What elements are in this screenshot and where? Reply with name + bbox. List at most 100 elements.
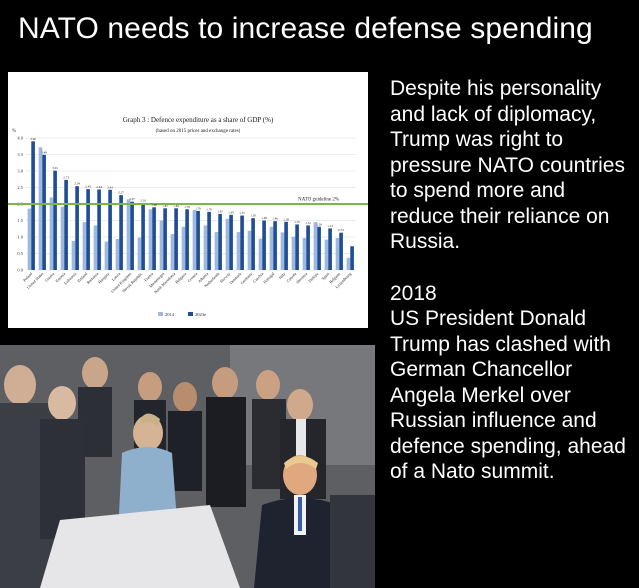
value-label: 1.70 <box>206 207 212 211</box>
bar-2023e <box>350 246 354 270</box>
legend-swatch-2023e <box>188 312 193 316</box>
value-label: 1.57 <box>239 211 245 215</box>
bar-2023e <box>75 186 79 270</box>
commentary-year: 2018 <box>390 281 437 305</box>
bar-2023e <box>295 224 299 270</box>
chart-svg: Graph 3 : Defence expenditure as a share… <box>8 116 368 317</box>
category-label: Latvia <box>111 271 122 282</box>
value-label: 1.90 <box>151 203 157 207</box>
bar-2014 <box>148 209 153 270</box>
value-label: 2.54 <box>74 182 80 186</box>
y-tick-label: 3.0 <box>17 169 23 174</box>
bar-2014 <box>346 257 351 270</box>
value-label: 2.73 <box>63 175 69 179</box>
value-label: 2.45 <box>85 185 91 189</box>
category-label: Bulgaria <box>174 271 187 284</box>
chart-title: Graph 3 : Defence expenditure as a share… <box>123 116 274 124</box>
bar-2014 <box>60 206 65 270</box>
defence-expenditure-chart: Graph 3 : Defence expenditure as a share… <box>8 72 368 328</box>
value-label: 1.13 <box>327 224 333 228</box>
value-label: 1.46 <box>272 217 278 221</box>
value-label: 2.27 <box>118 191 124 195</box>
value-label: 1.35 <box>294 220 300 224</box>
category-label: Lithuania <box>63 271 78 286</box>
category-label: Portugal <box>262 271 276 285</box>
category-label: Poland <box>22 271 33 282</box>
bar-2014 <box>258 238 263 270</box>
value-label: 1.87 <box>162 204 168 208</box>
bar-2023e <box>251 218 255 270</box>
reference-line-layer: NATO guideline 2% <box>8 195 368 205</box>
value-label: 1.48 <box>261 216 267 220</box>
category-label: Greece <box>44 271 56 283</box>
bar-2023e <box>97 189 101 270</box>
bar-2014 <box>236 232 241 270</box>
value-label: 1.38 <box>283 217 289 221</box>
bar-2014 <box>82 222 87 270</box>
category-label: Germany <box>239 271 253 285</box>
bar-2023e <box>185 209 189 270</box>
bar-2014 <box>170 234 175 270</box>
y-tick-label: 1.0 <box>17 235 23 240</box>
bar-2014 <box>313 222 318 270</box>
bar-2023e <box>152 207 156 270</box>
legend-label-2014: 2014 <box>165 312 175 317</box>
value-label: 2.44 <box>96 185 102 189</box>
bar-2014 <box>181 226 186 270</box>
commentary-paragraph-1: Despite his personality and lack of dipl… <box>390 77 625 253</box>
bar-2023e <box>108 189 112 270</box>
bar-2014 <box>214 232 219 270</box>
bar-2014 <box>38 147 43 270</box>
bar-2023e <box>229 214 233 270</box>
bar-2023e <box>273 221 277 270</box>
category-label: Türkiye <box>307 271 320 284</box>
nato-guideline-label-bg <box>294 195 356 202</box>
commentary-text: Despite his personality and lack of dipl… <box>390 76 635 485</box>
bar-2023e <box>119 195 123 270</box>
y-tick-label: 3.5 <box>17 152 23 157</box>
bar-2023e <box>31 141 35 270</box>
y-tick-label: 2.5 <box>17 185 23 190</box>
bar-2023e <box>284 221 288 270</box>
bar-2023e <box>207 211 211 270</box>
bar-2014 <box>104 241 109 270</box>
value-label: 1.67 <box>217 209 223 213</box>
bar-2014 <box>247 230 252 270</box>
bar-2023e <box>163 208 167 270</box>
chart-legend: 2014 2023e <box>158 312 206 317</box>
bar-2023e <box>130 201 134 270</box>
bar-2014 <box>291 236 296 270</box>
bar-2023e <box>339 232 343 270</box>
bar-2023e <box>196 210 200 270</box>
category-label: Hungary <box>97 271 110 284</box>
value-label: 2.03 <box>140 199 146 203</box>
value-label: 1.31 <box>305 221 311 225</box>
bar-2014 <box>27 208 32 270</box>
value-label-layer: 3.90 3.49 3.01 2.73 2.54 2.45 2.44 2.43 2.27 2.07… <box>30 137 344 232</box>
bar-2014 <box>192 209 197 270</box>
category-label: Spain <box>320 271 330 281</box>
nato-guideline-label: NATO guideline 2% <box>298 198 339 203</box>
y-tick-label: 1.5 <box>17 218 23 223</box>
value-label: 3.49 <box>41 150 47 154</box>
category-label: Slovenia <box>295 271 309 285</box>
bar-2023e <box>306 225 310 270</box>
bar-2014 <box>269 226 274 270</box>
value-label: 0.72 <box>338 228 344 232</box>
bar-2023e <box>42 154 46 270</box>
y-tick-label: 4.0 <box>17 136 23 141</box>
g7-summit-photo <box>0 345 375 588</box>
bar-2023e <box>141 203 145 270</box>
bar-2014 <box>324 239 329 270</box>
bar-2014 <box>335 237 340 270</box>
value-label: 2.43 <box>107 185 113 189</box>
photo-figure-right <box>330 495 375 588</box>
bar-2014 <box>137 237 142 270</box>
value-label: 1.76 <box>195 206 201 210</box>
value-label: 1.79 <box>184 205 190 209</box>
category-label: France <box>143 271 154 282</box>
value-label: 2.07 <box>129 197 135 201</box>
bar-2023e <box>317 226 321 270</box>
y-tick-label: 0.5 <box>17 251 23 256</box>
